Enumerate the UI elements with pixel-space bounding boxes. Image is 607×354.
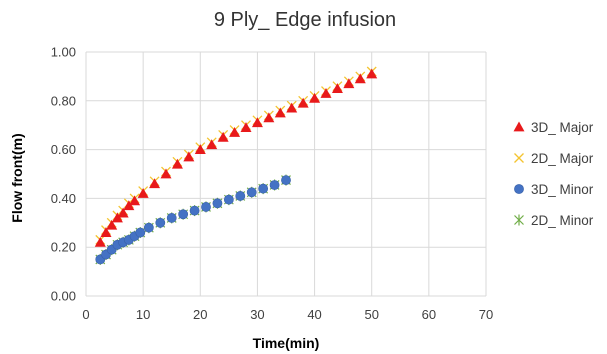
- data-point: [212, 198, 223, 209]
- data-point: [274, 107, 286, 118]
- data-point: [155, 217, 166, 228]
- data-point: [297, 97, 309, 108]
- y-tick-label: 0.00: [51, 289, 76, 304]
- data-point: [94, 236, 106, 247]
- data-point: [217, 131, 229, 142]
- legend-label: 2D_ Minor: [531, 213, 594, 228]
- legend: 3D_ Major 2D_ Major 3D_ Minor 2D_ Minor: [513, 120, 594, 228]
- data-point: [235, 191, 246, 201]
- x-axis-title: Time(min): [253, 335, 320, 351]
- data-point: [178, 209, 189, 220]
- y-tick-label: 0.60: [51, 142, 76, 157]
- legend-marker: [514, 214, 524, 226]
- x-tick-label: 70: [479, 307, 493, 322]
- legend-item: 3D_ Minor: [514, 182, 594, 197]
- series-triangle: [94, 68, 378, 247]
- data-point: [286, 102, 298, 113]
- x-tick-label: 0: [82, 307, 89, 322]
- data-point: [343, 78, 355, 89]
- y-tick-label: 1.00: [51, 45, 76, 60]
- data-point: [171, 158, 183, 169]
- data-point: [246, 187, 257, 198]
- data-point: [229, 127, 241, 137]
- data-point: [320, 87, 332, 98]
- legend-label: 3D_ Major: [531, 120, 594, 135]
- data-point: [111, 212, 123, 223]
- data-point: [160, 168, 172, 179]
- data-point: [166, 213, 177, 223]
- data-point: [269, 180, 280, 190]
- legend-marker: [514, 184, 524, 194]
- data-point: [183, 151, 195, 162]
- tick-labels: 0 10 20 30 40 50 60 70 0.00 0.20 0.40 0.60 0.80 1.00: [51, 45, 494, 323]
- x-tick-label: 60: [422, 307, 436, 322]
- y-axis-title: Flow front(m): [9, 133, 25, 222]
- data-point: [354, 73, 366, 84]
- legend-item: 2D_ Major: [514, 151, 594, 166]
- data-point: [189, 205, 200, 216]
- data-point: [137, 188, 149, 198]
- data-point: [194, 144, 206, 154]
- series-circle: [95, 175, 291, 265]
- data-point: [129, 195, 141, 206]
- legend-label: 3D_ Minor: [531, 182, 594, 197]
- data-point: [251, 117, 263, 128]
- data-point: [100, 227, 112, 237]
- data-point: [206, 139, 218, 150]
- data-point: [309, 92, 321, 103]
- data-point: [223, 194, 234, 205]
- data-point: [149, 178, 161, 189]
- data-series: [94, 66, 378, 265]
- x-tick-label: 20: [193, 307, 207, 322]
- x-tick-label: 30: [250, 307, 264, 322]
- x-tick-label: 10: [136, 307, 150, 322]
- x-tick-label: 50: [364, 307, 378, 322]
- legend-marker: [513, 121, 525, 132]
- data-point: [366, 68, 378, 79]
- legend-label: 2D_ Major: [531, 151, 594, 166]
- gridlines: [85, 51, 487, 297]
- data-point: [135, 227, 146, 238]
- data-point: [143, 222, 154, 233]
- y-tick-label: 0.20: [51, 240, 76, 255]
- legend-marker: [514, 153, 524, 163]
- x-tick-label: 40: [307, 307, 321, 322]
- legend-item: 3D_ Major: [513, 120, 594, 135]
- data-point: [201, 202, 211, 212]
- data-point: [123, 200, 135, 211]
- chart-title: 9 Ply_ Edge infusion: [214, 9, 396, 31]
- series-x: [95, 66, 377, 245]
- legend-item: 2D_ Minor: [514, 213, 594, 228]
- data-point: [263, 112, 275, 123]
- y-tick-label: 0.40: [51, 191, 76, 206]
- x-marker-stroke: [514, 153, 524, 163]
- data-point: [106, 219, 118, 230]
- data-point: [331, 83, 343, 93]
- data-point: [117, 207, 129, 218]
- data-point: [240, 122, 252, 133]
- y-tick-label: 0.80: [51, 93, 76, 108]
- data-point: [258, 183, 269, 194]
- data-point: [281, 175, 291, 185]
